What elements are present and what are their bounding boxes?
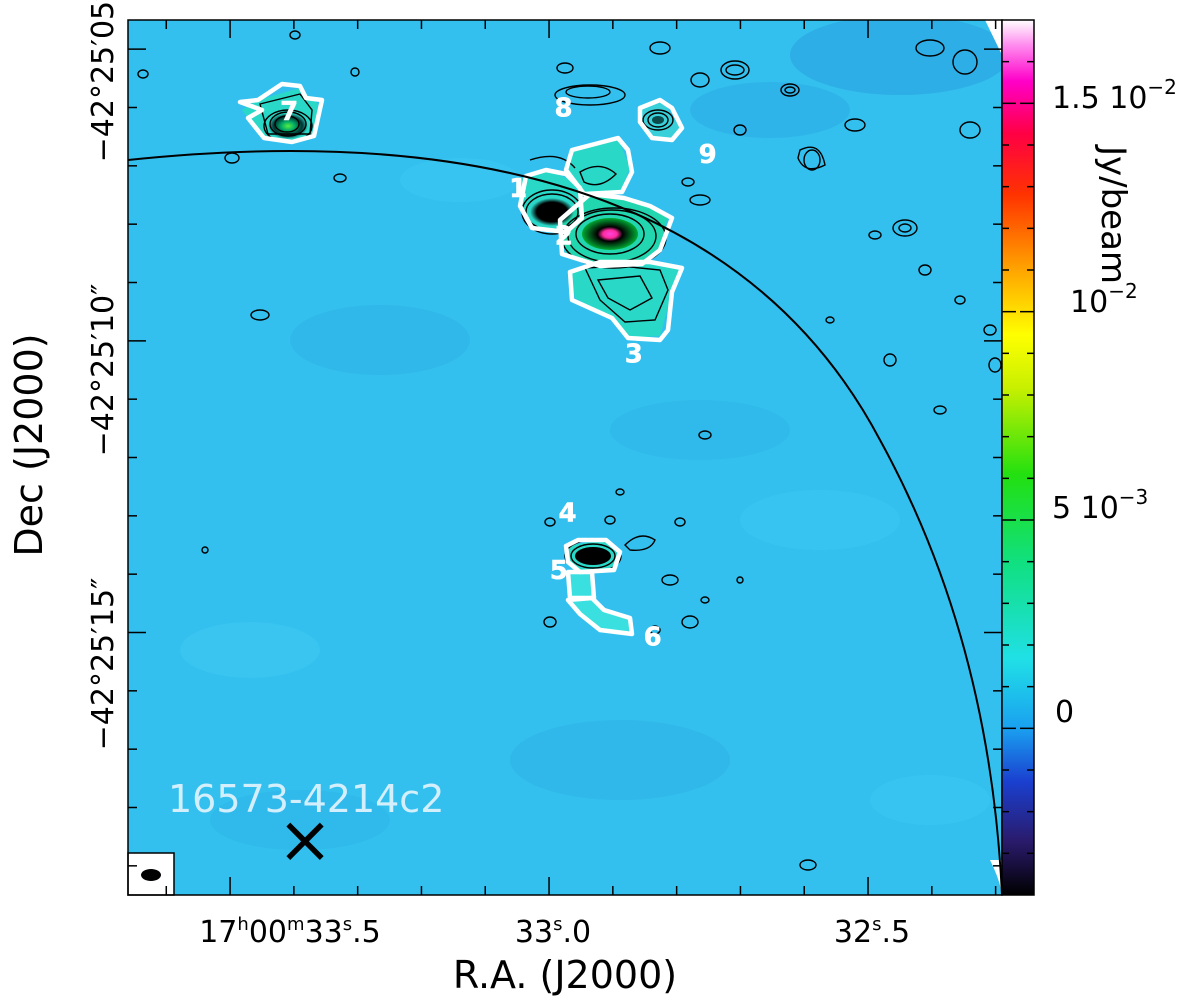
cbar-label-1.5e-2: 1.5 10−2 <box>1052 75 1177 116</box>
outline-6 <box>565 595 635 637</box>
colorbar-gradient <box>1002 20 1034 895</box>
outline-7 <box>237 81 325 145</box>
x-tick-label-33.5: 17h00m33s.5 <box>199 914 381 950</box>
source-label-9: 9 <box>699 140 717 170</box>
x-axis-ticks <box>165 20 997 895</box>
y-axis-ticks <box>128 48 1002 867</box>
source-label-1: 1 <box>509 174 527 204</box>
x-axis-title: R.A. (J2000) <box>453 953 677 997</box>
cbar-label-1e-2: 10−2 <box>1070 279 1138 320</box>
source-4-core <box>575 547 611 565</box>
beam-inset <box>127 852 175 896</box>
field-title: 16573-4214c2 <box>168 777 444 821</box>
colorbar: 0 5 10−3 10−2 1.5 10−2 Jy/beam <box>1001 19 1177 896</box>
source-label-6: 6 <box>644 623 662 653</box>
source-label-7: 7 <box>280 97 298 127</box>
contour-lines <box>137 30 1002 871</box>
x-tick-label-32.5: 32s.5 <box>834 914 910 950</box>
outline-4 <box>563 537 623 575</box>
colorbar-ticks <box>1002 60 1034 855</box>
outline-1 <box>517 167 585 235</box>
center-marker: × <box>277 801 332 878</box>
source-outlines <box>237 81 685 637</box>
source-label-4: 4 <box>559 499 577 529</box>
source-labels: 12 3 4 5 6 7 8 9 <box>280 93 717 653</box>
outline-9 <box>637 97 685 143</box>
emission-region-5 <box>568 572 592 598</box>
source-2-core <box>582 218 638 250</box>
beam-ellipse <box>141 869 161 881</box>
y-axis-title: Dec (J2000) <box>7 333 51 556</box>
primary-beam-circle <box>128 150 1002 895</box>
emission-region-6 <box>568 598 632 634</box>
y-tick-label-10: −42°25′10″ <box>86 284 121 457</box>
intensity-map: 12 3 4 5 6 7 8 9 16573-4214c2 × <box>127 19 1003 896</box>
colorbar-title: Jy/beam <box>1093 144 1133 284</box>
x-tick-label-33.0: 33s.0 <box>515 914 591 950</box>
outline-2 <box>557 191 675 269</box>
cbar-label-5e-3: 5 10−3 <box>1052 485 1148 526</box>
x-tick-labels: 17h00m33s.5 33s.0 32s.5 <box>199 914 910 950</box>
source-label-2: 2 <box>555 222 573 252</box>
emission-region-3 <box>570 262 680 338</box>
outline-8 <box>563 135 635 197</box>
outline-3 <box>567 259 685 343</box>
source-label-8: 8 <box>555 94 573 124</box>
colorbar-frame <box>1001 19 1035 896</box>
colorbar-tick-labels: 0 5 10−3 10−2 1.5 10−2 <box>1052 75 1177 730</box>
source-9-core <box>652 116 664 124</box>
y-tick-label-05: −42°25′05″ <box>86 0 121 162</box>
y-tick-labels: −42°25′05″ −42°25′10″ −42°25′15″ <box>86 0 121 750</box>
cbar-label-0: 0 <box>1055 695 1074 730</box>
source-label-5: 5 <box>550 556 568 586</box>
y-tick-label-15: −42°25′15″ <box>86 578 121 751</box>
source-label-3: 3 <box>625 340 643 370</box>
